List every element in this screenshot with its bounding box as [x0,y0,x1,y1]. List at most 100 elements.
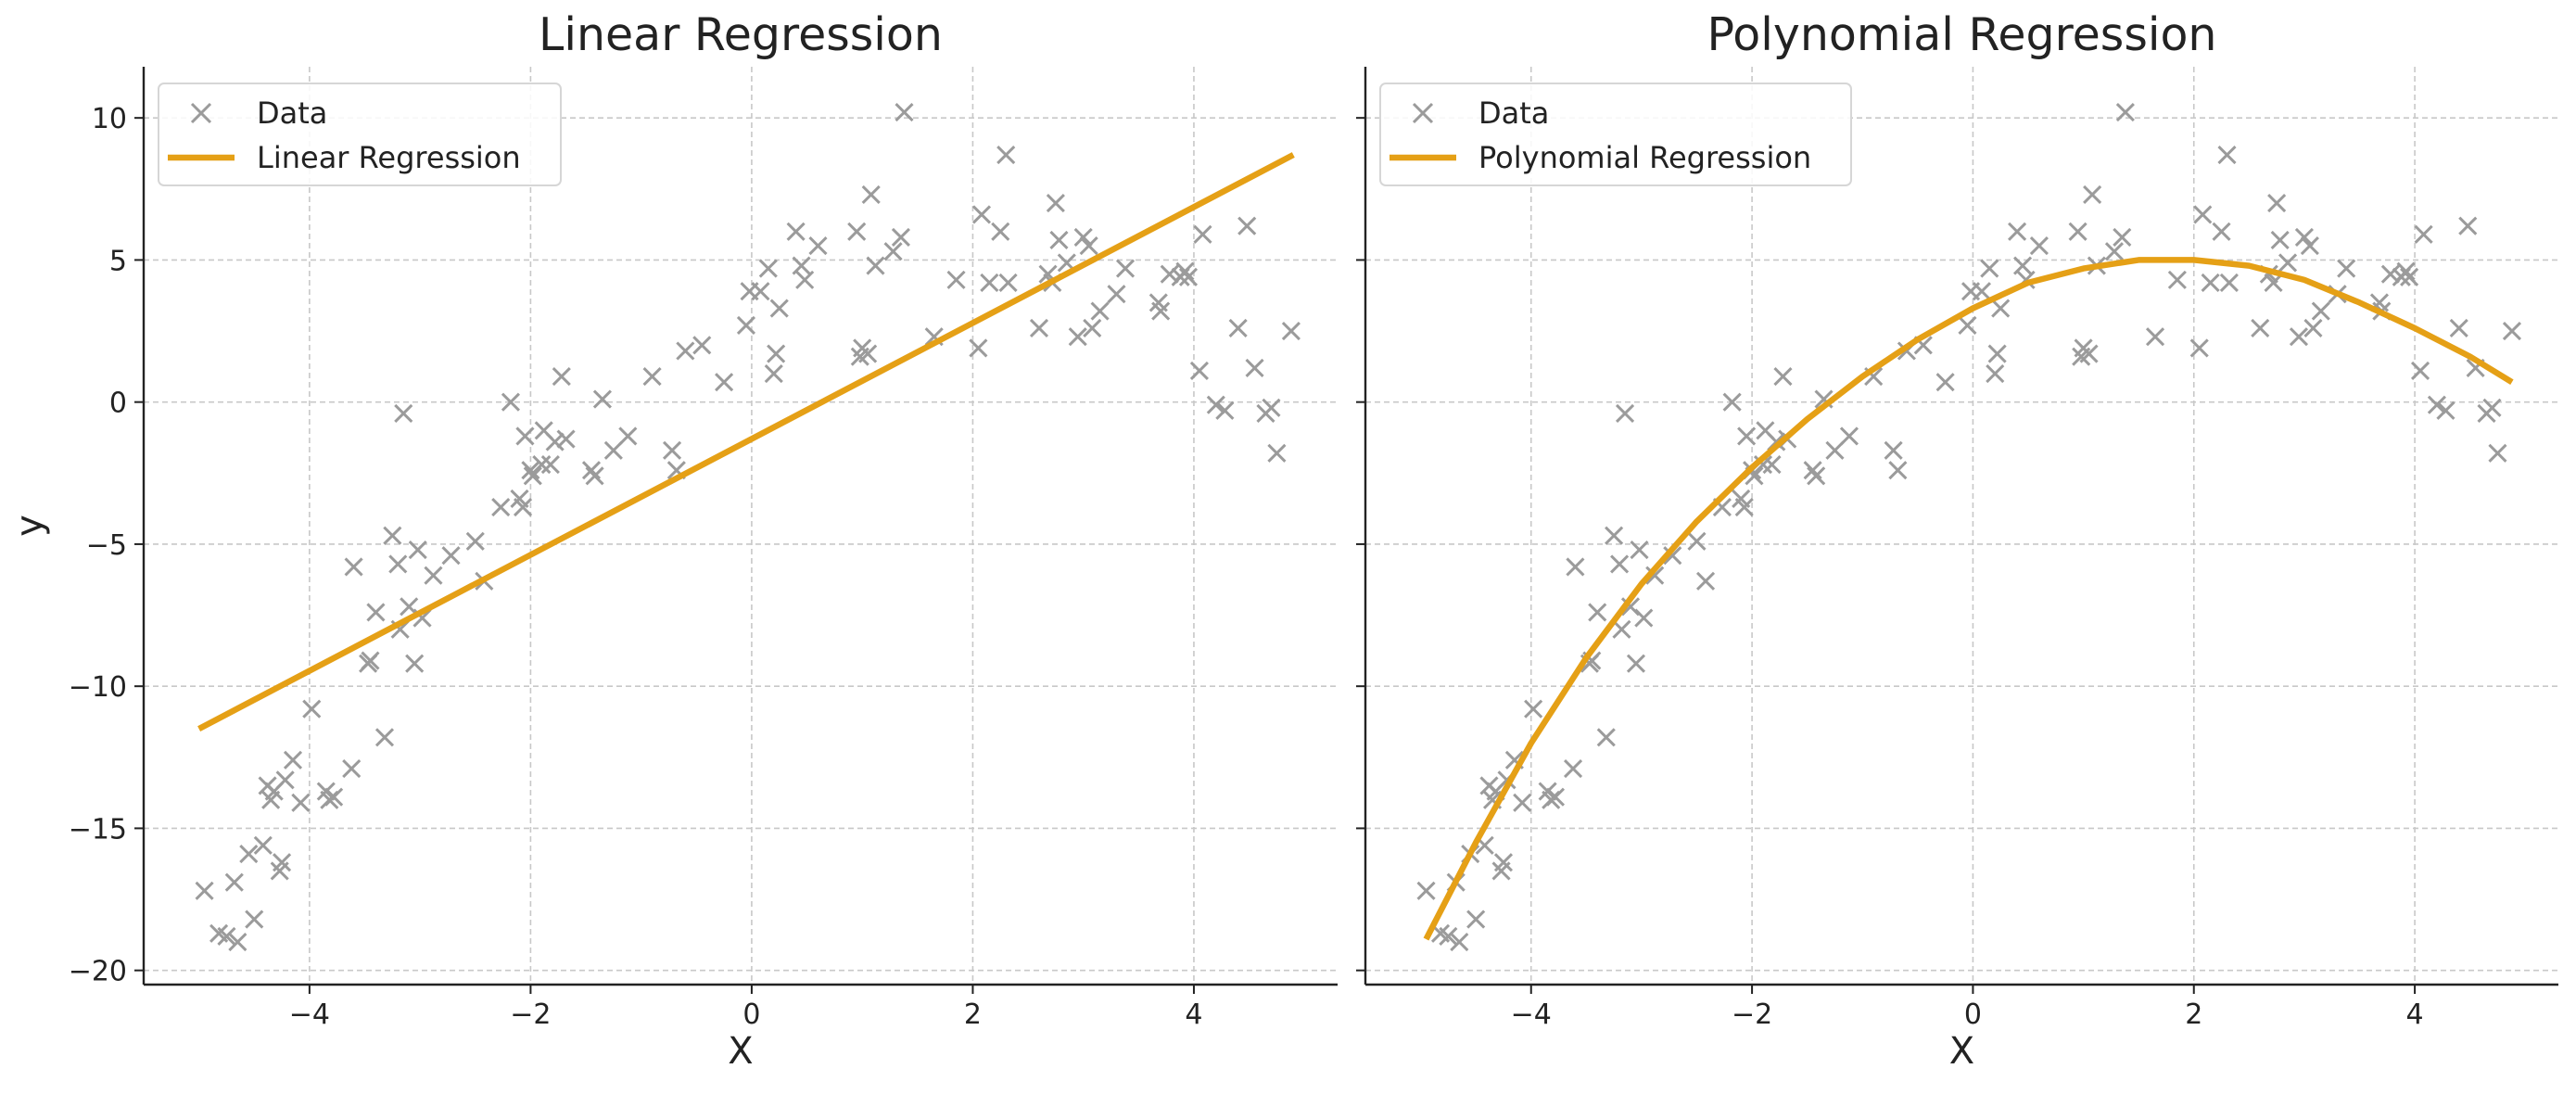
data-point-marker [2212,222,2231,241]
data-point-marker [847,222,867,241]
data-point-marker [883,242,903,261]
data-point-marker [441,546,461,566]
data-point-marker [388,554,408,574]
data-point-marker [2458,216,2478,235]
data-point-marker [366,603,386,622]
data-point-marker [465,531,485,551]
data-point-marker [253,835,273,855]
data-point-marker [540,455,560,475]
data-point-marker [1605,526,1624,545]
data-point-marker [1029,318,1049,338]
legend-label: Linear Regression [257,140,521,175]
linear-regression-panel: Linear Regression X y −4 −2 0 2 41050−5−10−1… [8,8,1338,1073]
data-point-marker [2029,236,2049,256]
regression-line [197,152,1295,731]
data-point-marker [1630,540,1649,560]
x-axis-label: X [1949,1030,1974,1073]
data-point-marker [2193,205,2213,224]
data-point-marker [1466,910,1486,929]
data-point-marker [603,440,623,460]
data-point-marker [1545,787,1566,807]
legend-label: Data [1478,95,1549,131]
data-point-marker [394,403,413,423]
data-point-marker [895,102,914,122]
data-point-marker [2311,301,2330,321]
data-point-marker [1645,566,1665,585]
data-point-marker [2396,261,2416,281]
data-point-marker [224,872,244,892]
data-point-marker [1737,426,1757,446]
x-tick-label: −4 [289,999,330,1031]
data-point-marker [2270,230,2290,250]
data-point-marker [1178,267,1199,286]
x-tick-label: 4 [1185,999,1202,1031]
data-point-marker [2167,270,2187,289]
data-point-marker [767,344,786,363]
data-point-marker [1513,793,1532,812]
legend: Data Polynomial Regression [1379,83,1852,186]
y-tick-label: 5 [109,245,127,277]
data-point-marker [2488,443,2507,463]
y-axis-label: y [8,515,51,537]
data-point-marker [980,273,999,293]
y-tick-label: 10 [92,103,127,135]
data-point-marker [1825,440,1845,460]
data-point-marker [2267,194,2287,213]
data-point-marker [521,461,540,480]
data-point-marker [195,881,214,900]
polynomial-regression-panel: Polynomial Regression X −4 −2 0 2 4 Data Polyn… [1356,8,2558,1073]
data-point-marker [1215,401,1235,420]
data-point-marker [245,910,264,929]
data-point-marker [408,540,427,560]
data-point-marker [1987,344,2007,363]
data-point-marker [383,526,402,545]
data-point-marker [2294,227,2314,247]
data-point-marker [513,498,533,517]
data-point-marker [891,227,910,247]
data-point-marker [2289,327,2309,347]
data-point-marker [1245,358,1264,377]
data-point-marker [2337,259,2356,278]
data-point-marker [1695,571,1716,591]
data-point-marker [1107,285,1126,304]
data-point-marker [736,315,756,335]
x-tick-label: 0 [1964,999,1982,1031]
data-point-marker [1773,367,1793,387]
data-point-marker [291,793,311,812]
data-point-marker [1762,455,1782,475]
data-point-marker [2008,222,2027,241]
data-point-marker [858,344,878,363]
data-point-marker [217,926,236,946]
data-point-marker [2449,318,2468,338]
data-point-marker [2278,253,2298,273]
data-point-marker [1206,395,1225,414]
data-point-marker [361,651,380,670]
data-point-marker [795,270,815,289]
data-point-marker [1175,261,1195,281]
data-point-marker [405,654,425,673]
data-point-marker [1049,230,1069,250]
data-point-marker [1807,466,1826,486]
data-point-marker [1888,461,1908,480]
data-point-marker [1626,654,1646,673]
data-point-marker [275,770,295,790]
y-tick-label: −15 [69,813,127,846]
data-point-marker [1634,608,1654,628]
data-point-marker [996,145,1016,165]
legend-box [1379,83,1852,186]
data-point-marker [662,440,682,460]
data-point-marker [1237,216,1257,235]
data-point-marker [2104,242,2125,261]
data-point-marker [532,455,552,475]
data-point-marker [1722,392,1742,412]
data-point-marker [946,270,966,289]
x-tick-label: −2 [510,999,551,1031]
data-point-marker [2083,184,2102,204]
data-point-marker [1610,554,1630,574]
data-point-marker [1524,699,1543,719]
data-point-marker [1160,264,1179,284]
data-point-marker [2012,256,2033,275]
legend-box [158,83,562,186]
x-tick-label: 4 [2406,999,2424,1031]
legend-label: Data [257,95,327,131]
